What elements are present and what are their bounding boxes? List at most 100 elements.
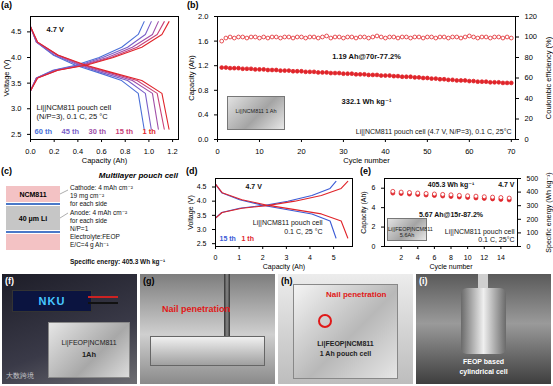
svg-text:0.2: 0.2 — [49, 147, 59, 156]
svg-text:4.0: 4.0 — [11, 53, 21, 62]
svg-text:4: 4 — [372, 204, 376, 211]
svg-text:4.7 V: 4.7 V — [47, 25, 65, 34]
svg-text:1.19 Ah@70r-77.2%: 1.19 Ah@70r-77.2% — [332, 52, 401, 61]
svg-text:4.7 V: 4.7 V — [246, 183, 263, 190]
svg-text:40: 40 — [381, 147, 389, 156]
svg-text:20: 20 — [525, 114, 533, 123]
svg-text:14: 14 — [497, 254, 505, 261]
svg-text:0.1 C, 25 °C: 0.1 C, 25 °C — [284, 228, 322, 235]
svg-text:100: 100 — [525, 32, 538, 41]
svg-text:E/C=4 g Ah⁻¹: E/C=4 g Ah⁻¹ — [70, 241, 109, 249]
svg-text:19 mg cm⁻²: 19 mg cm⁻² — [70, 192, 105, 200]
svg-text:NCM811: NCM811 — [19, 191, 46, 198]
svg-text:1 th: 1 th — [143, 127, 157, 136]
svg-text:3.0: 3.0 — [11, 104, 21, 113]
svg-text:(N/P=3), 0.1 C, 25 °C: (N/P=3), 0.1 C, 25 °C — [37, 112, 109, 121]
svg-text:400: 400 — [527, 188, 539, 195]
svg-text:0.4: 0.4 — [198, 110, 208, 119]
svg-text:15 th: 15 th — [220, 235, 236, 242]
svg-text:3: 3 — [284, 254, 288, 261]
svg-text:0: 0 — [525, 135, 529, 144]
svg-text:70: 70 — [507, 147, 515, 156]
svg-text:Specific energy (Wh kg⁻¹): Specific energy (Wh kg⁻¹) — [545, 172, 553, 252]
svg-text:Capacity (Ah): Capacity (Ah) — [82, 156, 128, 165]
svg-text:0: 0 — [215, 147, 219, 156]
svg-text:Li||NCM811 pouch cell (4.7 V,: Li||NCM811 pouch cell (4.7 V, N/P=3), 0.… — [356, 128, 512, 136]
svg-text:Voltage (V): Voltage (V) — [2, 59, 11, 97]
svg-text:2.5: 2.5 — [11, 130, 21, 139]
svg-text:45 th: 45 th — [62, 127, 80, 136]
svg-text:20: 20 — [297, 147, 305, 156]
svg-text:4.7 V: 4.7 V — [498, 181, 515, 188]
svg-text:300: 300 — [527, 202, 539, 209]
svg-text:Cathode: 4 mAh cm⁻²: Cathode: 4 mAh cm⁻² — [70, 184, 134, 191]
svg-text:50: 50 — [423, 147, 431, 156]
svg-text:60 th: 60 th — [35, 127, 53, 136]
svg-text:Capacity (Ah): Capacity (Ah) — [263, 263, 305, 271]
svg-text:Specific energy: 405.3 Wh kg⁻¹: Specific energy: 405.3 Wh kg⁻¹ — [70, 258, 165, 266]
svg-text:Coulombic efficiency (%): Coulombic efficiency (%) — [544, 36, 553, 119]
svg-text:Voltage (V): Voltage (V) — [187, 195, 195, 230]
svg-text:60: 60 — [465, 147, 473, 156]
svg-text:332.1 Wh kg⁻¹: 332.1 Wh kg⁻¹ — [342, 97, 392, 106]
svg-text:1.6: 1.6 — [198, 37, 208, 46]
svg-text:8: 8 — [449, 254, 453, 261]
svg-text:2.0: 2.0 — [198, 12, 208, 21]
svg-text:4.0: 4.0 — [197, 197, 207, 204]
svg-text:0.1 C, 25°C: 0.1 C, 25°C — [478, 236, 514, 243]
svg-text:5.67 Ah@15r-87.2%: 5.67 Ah@15r-87.2% — [419, 211, 484, 218]
svg-text:5: 5 — [332, 254, 336, 261]
svg-text:1 th: 1 th — [242, 235, 254, 242]
svg-text:Capacity (Ah): Capacity (Ah) — [187, 55, 196, 101]
svg-text:500: 500 — [527, 175, 539, 182]
svg-text:1.0: 1.0 — [144, 147, 154, 156]
svg-text:3.5: 3.5 — [197, 212, 207, 219]
svg-text:Anode: 4 mAh cm⁻²: Anode: 4 mAh cm⁻² — [70, 209, 128, 216]
svg-text:1.2: 1.2 — [167, 147, 177, 156]
svg-text:Li||NCM811 pouch cell: Li||NCM811 pouch cell — [253, 219, 323, 227]
svg-text:10: 10 — [464, 254, 472, 261]
svg-text:for each side: for each side — [70, 217, 108, 224]
svg-text:3.5: 3.5 — [11, 79, 21, 88]
svg-text:4.5: 4.5 — [11, 27, 21, 36]
svg-text:Electrolyte:FEOP: Electrolyte:FEOP — [70, 233, 120, 241]
svg-text:6: 6 — [432, 254, 436, 261]
svg-text:3.0: 3.0 — [197, 226, 207, 233]
svg-text:60: 60 — [525, 73, 533, 82]
svg-text:Li||NCM811 pouch cell: Li||NCM811 pouch cell — [37, 103, 112, 112]
svg-text:15 th: 15 th — [116, 127, 134, 136]
svg-text:0.8: 0.8 — [198, 86, 208, 95]
svg-text:Capacity (Ah): Capacity (Ah) — [360, 191, 368, 233]
svg-text:4: 4 — [416, 254, 420, 261]
svg-text:40: 40 — [525, 94, 533, 103]
svg-text:100: 100 — [527, 229, 539, 236]
svg-text:N/P=1: N/P=1 — [70, 225, 89, 232]
svg-text:4: 4 — [308, 254, 312, 261]
svg-text:6: 6 — [372, 184, 376, 191]
svg-text:10: 10 — [255, 147, 263, 156]
svg-text:2: 2 — [261, 254, 265, 261]
svg-text:80: 80 — [525, 53, 533, 62]
svg-text:0.0: 0.0 — [25, 147, 35, 156]
svg-text:30: 30 — [339, 147, 347, 156]
svg-text:Cycle number: Cycle number — [429, 263, 473, 271]
svg-text:40 μm Li: 40 μm Li — [19, 215, 47, 223]
svg-text:Cycle number: Cycle number — [343, 156, 390, 165]
svg-text:0.6: 0.6 — [96, 147, 106, 156]
svg-text:1: 1 — [237, 254, 241, 261]
svg-text:0: 0 — [214, 254, 218, 261]
svg-text:for each side: for each side — [70, 200, 108, 207]
svg-text:12: 12 — [480, 254, 488, 261]
svg-text:120: 120 — [525, 12, 538, 21]
svg-text:Li||NCM811 pouch cell: Li||NCM811 pouch cell — [445, 228, 515, 236]
svg-text:0.8: 0.8 — [120, 147, 130, 156]
svg-text:30 th: 30 th — [89, 127, 107, 136]
svg-text:0: 0 — [372, 243, 376, 250]
svg-text:0.0: 0.0 — [198, 135, 208, 144]
svg-text:0.4: 0.4 — [73, 147, 83, 156]
svg-text:2.5: 2.5 — [197, 240, 207, 247]
svg-text:2: 2 — [399, 254, 403, 261]
svg-text:4.5: 4.5 — [197, 183, 207, 190]
svg-text:Multilayer pouch cell: Multilayer pouch cell — [99, 171, 179, 180]
svg-text:405.3 Wh kg⁻¹: 405.3 Wh kg⁻¹ — [428, 181, 475, 189]
